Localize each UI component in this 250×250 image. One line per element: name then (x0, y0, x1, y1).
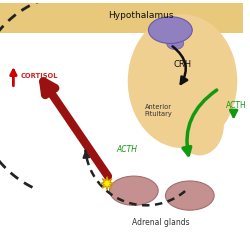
Text: Anterior
Pituitary: Anterior Pituitary (144, 104, 172, 117)
Ellipse shape (167, 38, 184, 50)
Text: Adrenal glands: Adrenal glands (132, 218, 190, 227)
Text: CRH: CRH (174, 60, 192, 69)
Ellipse shape (175, 94, 224, 156)
Ellipse shape (166, 181, 214, 210)
Text: CORTISOL: CORTISOL (21, 73, 58, 79)
Text: ACTH: ACTH (116, 145, 137, 154)
Polygon shape (100, 176, 114, 190)
Text: Hypothalamus: Hypothalamus (108, 11, 174, 20)
Ellipse shape (148, 17, 192, 44)
Ellipse shape (128, 14, 237, 148)
Text: ACTH: ACTH (226, 101, 247, 110)
Ellipse shape (110, 176, 158, 205)
FancyBboxPatch shape (0, 0, 248, 32)
